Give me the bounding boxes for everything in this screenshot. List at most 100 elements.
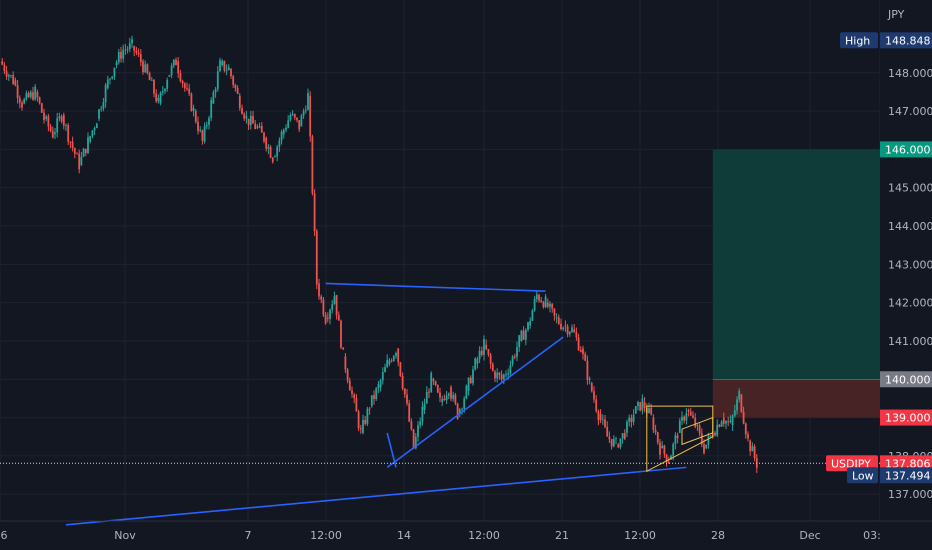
candle-body [309, 95, 312, 137]
trendlines[interactable] [65, 282, 687, 526]
candle-body [179, 72, 182, 82]
high-price-tag-label: High [845, 34, 870, 47]
price-tick-label: 142.000 [888, 297, 932, 310]
candle-body [100, 108, 103, 110]
candle-body [500, 374, 503, 380]
candle-body [212, 92, 215, 104]
candle-body [703, 444, 705, 454]
candle-body [531, 310, 534, 321]
candle-body [533, 299, 536, 311]
candle-body [183, 83, 186, 89]
candle-body [337, 315, 340, 321]
candle-body [5, 71, 8, 77]
candle-body [454, 394, 457, 404]
candle-body [639, 402, 642, 411]
candle-body [21, 102, 23, 108]
candle-body [725, 421, 727, 424]
candle-body [172, 59, 175, 66]
candle-body [256, 126, 259, 128]
candle-body [78, 153, 81, 170]
candle-body [245, 116, 248, 119]
candle-body [340, 320, 342, 348]
chart-patterns[interactable] [646, 405, 714, 473]
candle-body [142, 61, 144, 73]
candle-body [386, 360, 389, 368]
candle-body [729, 420, 732, 423]
candle-body [14, 80, 17, 86]
candle-body [102, 102, 105, 109]
candle-body [258, 126, 261, 128]
candle-body [82, 148, 85, 157]
candle-body [696, 425, 699, 427]
candle-body [249, 115, 252, 126]
candle-body [362, 419, 364, 433]
candle-body [359, 428, 362, 430]
candle-body [139, 54, 142, 63]
candle-body [432, 379, 435, 382]
candle-body [87, 137, 89, 154]
candle-body [430, 372, 433, 393]
candle-body [698, 425, 701, 434]
candle-body [366, 408, 369, 424]
take-profit-zone[interactable] [712, 149, 880, 380]
entry-price-tag-value-box [880, 371, 932, 388]
candle-body [60, 116, 63, 122]
flag-pattern [681, 416, 714, 446]
candle-body [707, 436, 710, 445]
candle-body [146, 64, 149, 74]
candle-body [186, 88, 188, 89]
candle-body [428, 391, 430, 393]
stop-price-tag-value: 139.000 [885, 412, 931, 425]
candle-body [221, 60, 224, 66]
candle-body [652, 417, 655, 430]
candle-body [414, 436, 417, 449]
high-price-tag-value-box [880, 32, 932, 49]
candle-body [637, 402, 639, 407]
candle-body [403, 388, 406, 395]
candle-body [617, 444, 620, 448]
candle-body [351, 390, 353, 394]
candle-body [27, 93, 30, 98]
candle-body [527, 322, 529, 330]
candle-body [322, 299, 325, 315]
candle-body [480, 350, 483, 355]
candle-body [51, 130, 54, 138]
candle-body [425, 391, 428, 404]
candle-body [399, 362, 402, 376]
candle-body [247, 118, 250, 126]
candle-body [582, 348, 584, 355]
stop-loss-zone[interactable] [712, 379, 880, 418]
candle-body [166, 79, 169, 89]
candle-body [353, 394, 356, 399]
candle-body [623, 433, 626, 439]
price-tick-label: 137.000 [888, 488, 932, 501]
candle-body [744, 423, 747, 435]
candle-body [553, 308, 556, 316]
candle-body [518, 335, 521, 348]
candle-body [751, 446, 754, 452]
candle-body [137, 52, 140, 55]
candle-body [476, 359, 479, 364]
price-axis[interactable] [880, 0, 932, 521]
candle-body [485, 344, 488, 350]
candle-body [564, 325, 567, 327]
candle-body [667, 462, 670, 464]
time-tick-label: 21 [555, 529, 569, 542]
candle-body [511, 356, 514, 364]
candle-body [736, 399, 738, 411]
candle-body [654, 429, 657, 433]
candle-body [326, 317, 329, 319]
candle-body [597, 410, 600, 421]
candle-body [18, 97, 21, 103]
candle-body [62, 114, 65, 126]
candle-body [16, 85, 19, 98]
candle-body [23, 99, 26, 104]
price-tick-label: 145.000 [888, 182, 932, 195]
candle-body [685, 413, 688, 421]
candle-body [170, 65, 173, 76]
candle-body [84, 148, 87, 154]
candle-body [700, 433, 703, 445]
candle-body [89, 136, 92, 142]
low-price-tag-label-box [847, 467, 878, 484]
